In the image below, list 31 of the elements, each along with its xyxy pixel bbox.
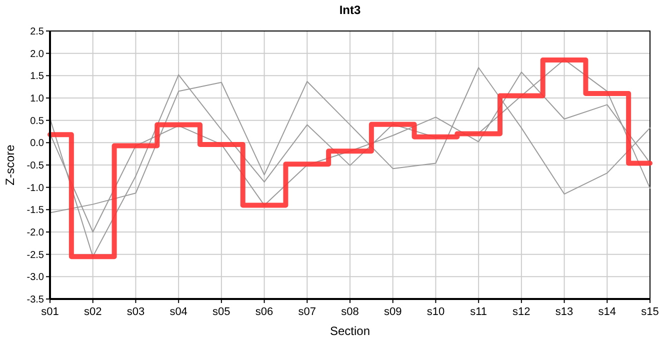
y-tick-label: -3.0	[26, 272, 44, 284]
y-tick-label: 1.0	[30, 94, 44, 104]
x-tick-label: s08	[341, 306, 359, 318]
y-tick-label: -3.5	[26, 294, 44, 306]
x-tick-label: s06	[255, 306, 274, 318]
x-tick-label: s10	[426, 306, 445, 318]
y-tick-label: -2.5	[26, 250, 44, 261]
x-tick-label: s11	[470, 306, 488, 318]
y-tick-label: 0.5	[30, 116, 44, 127]
y-tick-label: -1.5	[26, 205, 44, 216]
x-tick-label: s04	[170, 306, 188, 318]
x-tick-label: s15	[641, 306, 659, 318]
y-tick-label: -1.0	[26, 182, 44, 194]
y-tick-label: 1.5	[30, 71, 44, 82]
x-tick-label: s07	[298, 306, 316, 318]
y-tick-label: 2.0	[30, 48, 44, 60]
y-tick-label: -0.5	[26, 160, 44, 172]
x-tick-label: s01	[41, 306, 59, 318]
x-tick-label: s12	[512, 306, 530, 318]
x-axis-title: Section	[330, 324, 370, 338]
chart-title: Int3	[339, 3, 361, 17]
x-tick-label: s09	[384, 306, 402, 318]
x-tick-label: s03	[126, 306, 145, 318]
y-tick-label: -2.0	[26, 228, 44, 238]
y-axis-title: Z-score	[3, 144, 17, 186]
y-tick-label: 0.0	[30, 138, 44, 150]
x-tick-label: s13	[555, 306, 574, 318]
x-tick-label: s05	[212, 306, 230, 318]
x-tick-label: s02	[84, 306, 102, 318]
y-tick-label: 2.5	[30, 26, 44, 38]
x-tick-label: s14	[598, 306, 616, 318]
